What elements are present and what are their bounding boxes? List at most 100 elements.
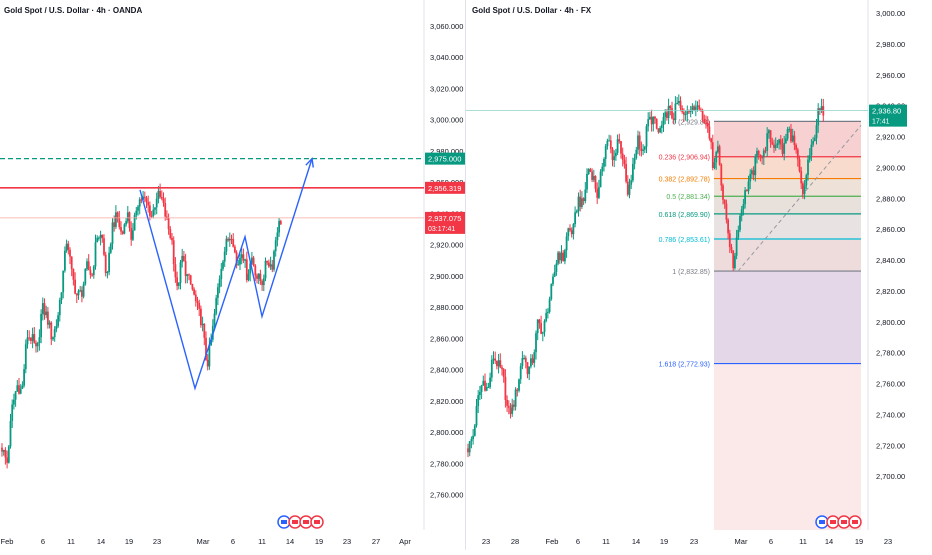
right-candle-body	[705, 122, 707, 124]
left-y-tick-label: 2,920.000	[430, 241, 463, 250]
right-candle-body	[676, 102, 678, 104]
left-candle-body	[205, 337, 207, 360]
right-candle-body	[572, 224, 575, 235]
left-candle-body	[13, 399, 15, 405]
left-candle-body	[24, 344, 27, 370]
right-candle-body	[479, 391, 481, 396]
left-candle-body	[177, 282, 180, 286]
left-candle-body	[203, 323, 206, 338]
right-candle-body	[812, 140, 814, 145]
left-candle-body	[99, 234, 102, 238]
right-candle-body	[672, 118, 675, 121]
right-candle-body	[514, 389, 517, 407]
right-candle-body	[601, 166, 604, 172]
left-candle-body	[128, 212, 131, 228]
right-candle-body	[502, 369, 505, 377]
right-candle-body	[688, 111, 690, 113]
right-candle-body	[553, 271, 556, 277]
right-y-tick-label: 2,740.00	[876, 410, 905, 419]
right-candle-body	[507, 405, 510, 408]
left-x-tick-label: 27	[372, 537, 380, 546]
right-candle-body	[686, 111, 689, 115]
right-candle-body	[618, 139, 621, 142]
left-x-tick-label: 11	[67, 537, 75, 546]
right-candle-body	[489, 377, 491, 388]
left-candle-body	[154, 207, 156, 210]
left-x-tick-label: Mar	[197, 537, 210, 546]
left-candle-body	[108, 252, 110, 273]
left-chart-panel[interactable]: 3,060.000 3,040.000 3,020.000 3,000.000 2,98…	[0, 0, 466, 550]
left-candle-body	[31, 334, 34, 341]
left-candle-body	[198, 302, 201, 309]
left-candle-body	[138, 199, 141, 207]
left-x-tick-label: 11	[258, 537, 266, 546]
right-candle-body	[475, 406, 478, 426]
right-candle-body	[538, 319, 541, 324]
right-candle-body	[511, 404, 514, 414]
right-candle-body	[659, 127, 661, 133]
right-chart-svg[interactable]: 0 (2,929.83) 0.236 (2,906.94) 0.382 (2,892…	[466, 0, 932, 550]
right-candle-body	[769, 130, 772, 143]
right-y-tick-label: 2,900.00	[876, 163, 905, 172]
right-y-tick-label: 2,820.00	[876, 287, 905, 296]
left-candle-body	[55, 326, 58, 330]
left-candle-body	[176, 277, 178, 286]
left-candle-body	[58, 299, 61, 316]
left-x-tick-label: 19	[315, 537, 323, 546]
left-flag-icon-mark	[303, 520, 309, 524]
left-x-tick-label: 23	[153, 537, 161, 546]
left-candle-body	[33, 334, 36, 343]
right-candle-body	[633, 158, 636, 164]
right-candle-body	[552, 276, 554, 285]
right-candle-body	[540, 323, 542, 334]
left-candle-body	[193, 289, 195, 295]
left-candle-body	[30, 337, 32, 341]
left-candle-body	[126, 212, 129, 222]
right-fib-extension-zone	[714, 271, 861, 364]
left-candle-body	[116, 212, 119, 219]
right-candle-body	[615, 152, 617, 157]
left-candle-body	[79, 290, 82, 292]
right-candle-body	[638, 135, 641, 149]
right-candle-body	[725, 203, 728, 220]
right-candle-body	[649, 116, 651, 120]
left-y-tick-label: 2,860.000	[430, 334, 463, 343]
right-countdown-label: 17:41	[872, 119, 890, 126]
left-candle-body	[130, 227, 133, 240]
right-candle-body	[813, 138, 816, 141]
left-candle-body	[155, 198, 158, 208]
right-candle-body	[808, 155, 811, 160]
left-candle-body	[201, 323, 204, 326]
left-candle-body	[164, 203, 167, 217]
left-candle-body	[256, 275, 258, 279]
left-flag-icon-mark	[292, 520, 298, 524]
left-candle-body	[7, 446, 10, 463]
right-candle-body	[584, 189, 587, 202]
right-candle-body	[577, 196, 580, 211]
right-candle-body	[523, 357, 525, 359]
left-candle-body	[89, 269, 92, 275]
right-fib-zone	[714, 156, 861, 179]
left-chart-svg[interactable]: 3,060.000 3,040.000 3,020.000 3,000.000 2,98…	[0, 0, 466, 550]
left-countdown-label: 03:17:41	[428, 226, 455, 233]
right-candle-body	[810, 144, 813, 156]
right-chart-panel[interactable]: 0 (2,929.83) 0.236 (2,906.94) 0.382 (2,892…	[466, 0, 932, 550]
left-candle-body	[268, 262, 270, 267]
left-candle-body	[271, 264, 274, 270]
right-candle-body	[698, 105, 701, 110]
left-x-tick-label: Feb	[1, 537, 14, 546]
right-y-tick-label: 2,720.00	[876, 441, 905, 450]
left-candle-body	[278, 220, 280, 233]
right-candle-body	[567, 228, 570, 237]
left-candle-body	[125, 221, 127, 225]
left-candle-body	[43, 303, 46, 316]
left-candle-body	[273, 251, 275, 270]
right-fib-level-label: 0.382 (2,892.78)	[659, 177, 710, 184]
right-candle-body	[762, 150, 765, 158]
left-candle-body	[225, 238, 228, 252]
left-candle-body	[239, 257, 241, 265]
left-candle-body	[252, 257, 255, 266]
left-candle-body	[184, 260, 187, 276]
right-candle-body	[820, 106, 823, 111]
right-candle-body	[774, 145, 777, 149]
